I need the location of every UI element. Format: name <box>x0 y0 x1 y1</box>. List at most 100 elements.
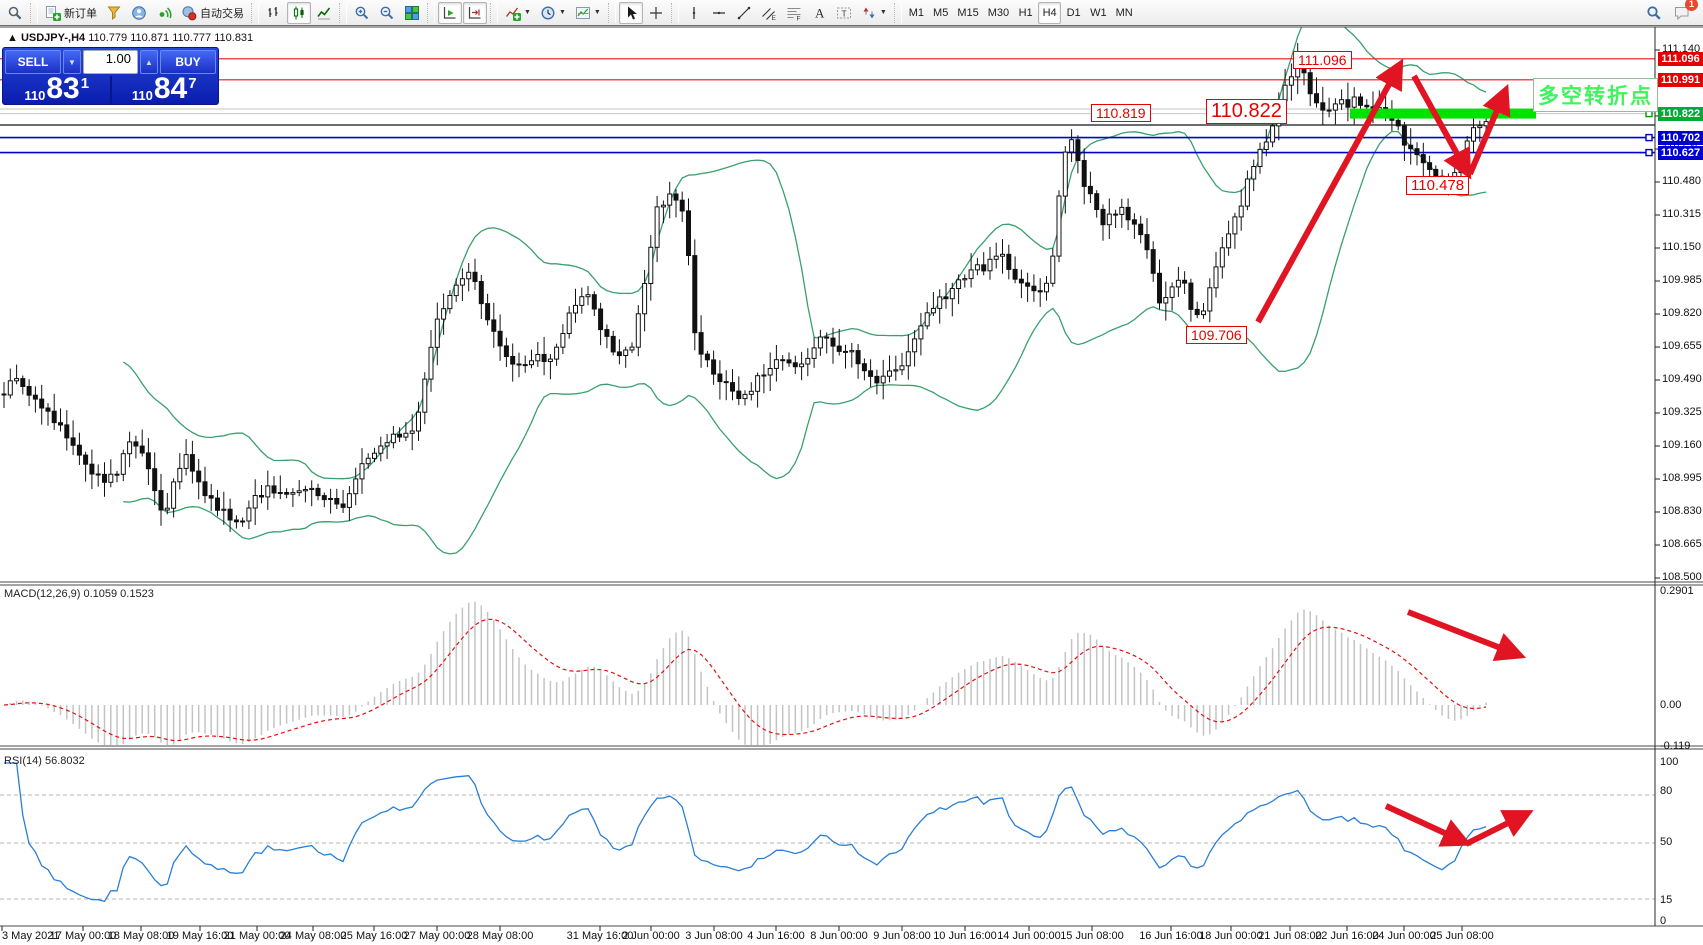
zoom-out-button[interactable] <box>375 2 399 24</box>
price-axis-tick: 109.655 <box>1662 340 1702 352</box>
sell-price[interactable]: 110 83 1 <box>5 74 109 104</box>
timeframe-button-d1[interactable]: D1 <box>1066 6 1081 19</box>
volume-decrease-button[interactable]: ▼ <box>63 50 81 74</box>
chevron-down-icon: ▼ <box>593 9 601 16</box>
text-button[interactable]: A <box>807 2 831 24</box>
time-axis-label: 14 Jun 00:00 <box>997 930 1061 942</box>
buy-price[interactable]: 110 84 7 <box>113 74 217 104</box>
price-annotation-label: 110.819 <box>1091 104 1151 122</box>
indicators-icon <box>505 5 521 21</box>
chart-area[interactable]: ▲ USDJPY-,H4 110.779 110.871 110.777 110… <box>0 26 1703 945</box>
price-annotation-label: 111.096 <box>1293 51 1352 69</box>
symbols-icon[interactable] <box>3 2 27 24</box>
vertical-line-button[interactable] <box>682 2 706 24</box>
trend-arrow[interactable] <box>1467 84 1511 176</box>
profiles-icon[interactable] <box>127 2 151 24</box>
notification-badge: 1 <box>1685 0 1698 11</box>
cursor-button[interactable] <box>618 1 643 24</box>
price-chart-canvas[interactable] <box>0 26 1703 945</box>
buy-button[interactable]: BUY <box>160 50 216 74</box>
autotrading-button[interactable]: 自动交易 <box>177 2 248 24</box>
candles-icon <box>291 5 307 21</box>
crosshair-button[interactable] <box>644 2 668 24</box>
rsi-scale-tick: 100 <box>1660 756 1679 768</box>
templates-button[interactable]: ▼ <box>571 2 605 24</box>
text-label-button[interactable]: T <box>832 2 856 24</box>
timeframe-button-m30[interactable]: M30 <box>987 6 1010 19</box>
macd-label: MACD(12,26,9) 0.1059 0.1523 <box>4 588 154 600</box>
price-axis-tick: 108.665 <box>1662 538 1702 550</box>
arrows-icon <box>861 5 877 21</box>
signals-icon[interactable] <box>152 2 176 24</box>
sell-button[interactable]: SELL <box>5 50 61 74</box>
timeframe-button-h4[interactable]: H4 <box>1038 1 1062 24</box>
template-icon <box>575 5 591 21</box>
trend-arrow[interactable] <box>1384 803 1472 847</box>
price-annotation-label: 110.478 <box>1406 176 1470 195</box>
zoom-in-button[interactable] <box>350 2 374 24</box>
macd-scale-tick: 0.2901 <box>1660 585 1694 597</box>
one-click-trading-panel: SELL ▼ 1.00 ▲ BUY 110 83 1 110 84 7 <box>2 47 219 105</box>
price-annotation-label: 109.706 <box>1186 326 1247 344</box>
mag-icon <box>7 5 23 21</box>
line-chart-button[interactable] <box>312 2 336 24</box>
chart-title: ▲ USDJPY-,H4 110.779 110.871 110.777 110… <box>7 32 253 44</box>
toolbar-button-label: 新订单 <box>64 7 97 20</box>
time-axis-label: 21 Jun 08:00 <box>1258 930 1322 942</box>
shift-icon <box>467 5 483 21</box>
trendline-button[interactable] <box>732 2 756 24</box>
periods-button[interactable]: ▼ <box>536 2 570 24</box>
price-tag: 110.702 <box>1658 130 1703 145</box>
timeframe-button-h1[interactable]: H1 <box>1018 6 1033 19</box>
autoscroll-icon <box>442 5 458 21</box>
time-axis-label: 9 Jun 08:00 <box>873 930 931 942</box>
support-zone-highlight[interactable] <box>1350 108 1536 119</box>
search-icon[interactable] <box>1642 2 1666 24</box>
equidistant-channel-button[interactable]: E <box>757 2 781 24</box>
time-axis-label: 25 May 16:00 <box>340 930 408 942</box>
timeframe-button-w1[interactable]: W1 <box>1090 6 1107 19</box>
rsi-line <box>4 762 1487 903</box>
volume-input[interactable]: 1.00 <box>83 50 138 74</box>
fibonacci-button[interactable]: F <box>782 2 806 24</box>
price-tag: 110.627 <box>1658 145 1703 160</box>
timeframe-button-m1[interactable]: M1 <box>908 6 925 19</box>
price-axis-tick: 108.995 <box>1662 472 1702 484</box>
candlestick-chart-button[interactable] <box>287 1 311 24</box>
timeframe-button-mn[interactable]: MN <box>1115 6 1133 19</box>
timeframe-button-m5[interactable]: M5 <box>933 6 949 19</box>
candlestick-plot <box>0 27 1655 555</box>
bars-icon <box>266 5 282 21</box>
chat-icon[interactable]: 1 <box>1670 0 1698 24</box>
profile-icon <box>131 5 147 21</box>
trend-arrow[interactable] <box>1464 810 1534 847</box>
volume-increase-button[interactable]: ▲ <box>140 50 158 74</box>
time-axis-label: 28 May 08:00 <box>466 930 534 942</box>
line-handle[interactable] <box>1645 148 1653 157</box>
auto-scroll-button[interactable] <box>438 1 462 24</box>
bar-chart-button[interactable] <box>262 2 286 24</box>
toolbar-separator <box>490 2 498 23</box>
new-order-button[interactable]: 新订单 <box>41 2 101 24</box>
styler-icon[interactable] <box>102 2 126 24</box>
trend-arrow[interactable] <box>1406 609 1527 662</box>
timeframe-button-m15[interactable]: M15 <box>957 6 979 19</box>
signal-icon <box>156 5 172 21</box>
arrows-button[interactable]: ▼ <box>857 2 891 24</box>
line-handle[interactable] <box>1645 133 1653 142</box>
buy-price-prefix: 110 <box>131 88 153 103</box>
sell-price-prefix: 110 <box>24 88 46 103</box>
sell-price-pip: 1 <box>80 75 90 92</box>
price-tag: 110.991 <box>1658 72 1703 87</box>
chart-shift-button[interactable] <box>463 1 487 24</box>
trend-arrow[interactable] <box>1255 58 1404 324</box>
horizontal-line-button[interactable] <box>707 2 731 24</box>
tile-windows-button[interactable] <box>400 2 424 24</box>
funnel-icon <box>106 5 122 21</box>
fibo-icon: F <box>786 5 802 21</box>
time-axis-label: 3 Jun 08:00 <box>685 930 743 942</box>
price-annotation-label: 110.822 <box>1206 99 1287 124</box>
trend-arrow[interactable] <box>1411 74 1472 180</box>
indicators-button[interactable]: ▼ <box>501 2 535 24</box>
svg-text:F: F <box>796 15 800 21</box>
